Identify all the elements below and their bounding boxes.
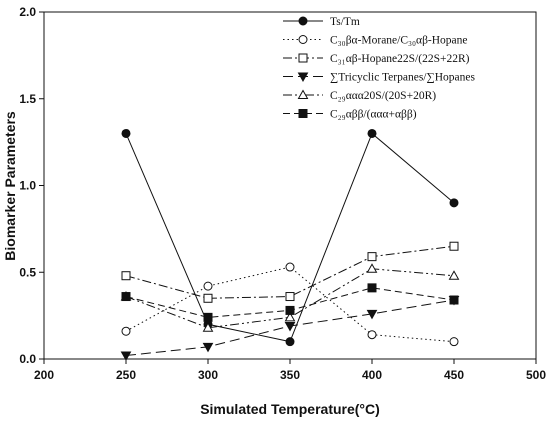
data-point-1-2 [285, 262, 295, 272]
x-axis-title: Simulated Temperature(°C) [200, 401, 380, 417]
y-tick-label: 1.5 [19, 92, 36, 106]
legend-marker-2 [298, 53, 308, 63]
data-point-2-2 [285, 292, 295, 302]
data-point-1-3 [367, 330, 377, 340]
data-point-5-1 [203, 312, 213, 322]
legend-marker-0 [298, 16, 308, 26]
data-point-3-0 [120, 351, 132, 362]
series-line-1 [125, 266, 455, 343]
data-point-0-3 [367, 128, 377, 138]
legend-marker-4 [297, 89, 309, 99]
y-tick-label: 1.0 [19, 179, 36, 193]
data-point-0-2 [285, 337, 295, 347]
x-tick-label: 400 [362, 368, 382, 382]
data-point-0-0 [121, 128, 131, 138]
legend-marker-3 [297, 72, 309, 83]
legend-marker-5 [298, 109, 308, 118]
legend-label-5: C₂₉αββ/(ααα+αββ) [330, 109, 417, 121]
data-point-3-2 [284, 322, 296, 332]
data-point-4-1 [202, 322, 214, 332]
y-tick-label: 2.0 [19, 5, 36, 19]
data-point-2-4 [449, 241, 459, 251]
series-line-2 [125, 245, 455, 299]
data-point-5-2 [285, 305, 295, 315]
x-tick-label: 450 [444, 368, 464, 382]
x-tick-label: 250 [116, 368, 136, 382]
data-point-2-0 [121, 271, 131, 281]
legend-label-0: Ts/Tm [330, 16, 360, 28]
legend: Ts/Tm C₃₀βα-Morane/C₃₀αβ-Hopane C₃₁αβ-Hopa… [283, 16, 475, 121]
legend-label-1: C₃₀βα-Morane/C₃₀αβ-Hopane [330, 35, 468, 47]
data-point-1-0 [121, 326, 131, 336]
data-point-5-3 [367, 283, 377, 293]
series-line-4 [125, 268, 455, 329]
legend-marker-1 [298, 35, 308, 44]
y-axis-title: Biomarker Parameters [2, 111, 18, 261]
legend-label-4: C₂₉ααα20S/(20S+20R) [330, 90, 436, 102]
axis-ticks: 200 250 300 350 400 450 500 0.0 0.5 1.0 1.5 2.0 [19, 5, 546, 382]
x-tick-label: 350 [280, 368, 300, 382]
data-point-1-1 [203, 281, 213, 291]
x-tick-label: 200 [34, 368, 54, 382]
legend-label-2: C₃₁αβ-Hopane22S/(22S+22R) [330, 53, 470, 65]
data-point-0-4 [449, 198, 459, 208]
data-point-3-1 [202, 342, 214, 353]
data-point-2-3 [367, 252, 377, 262]
data-point-5-0 [121, 292, 131, 302]
data-point-4-3 [366, 263, 378, 273]
legend-label-3: ∑Tricyclic Terpanes/∑Hopanes [330, 72, 475, 84]
y-tick-label: 0.0 [19, 352, 36, 366]
data-point-3-3 [366, 309, 378, 320]
series-markers [120, 128, 460, 362]
data-point-4-4 [448, 270, 460, 280]
data-point-1-4 [449, 337, 459, 347]
x-tick-label: 500 [526, 368, 546, 382]
y-tick-label: 0.5 [19, 265, 36, 279]
data-point-5-4 [449, 295, 459, 305]
data-point-2-1 [203, 293, 213, 303]
data-point-4-2 [284, 311, 296, 322]
x-tick-label: 300 [198, 368, 218, 382]
